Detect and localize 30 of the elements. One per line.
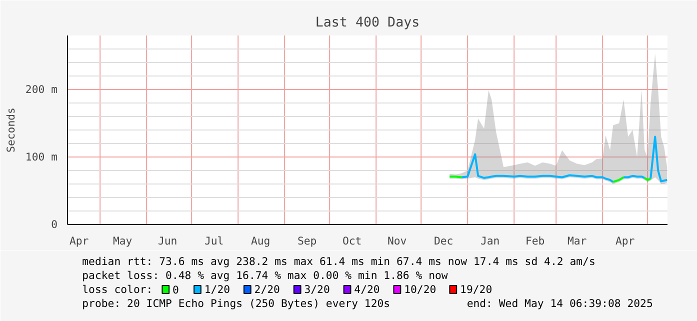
text: packet loss: 0.48 % avg 16.74 % max 0.00 % min 1.86 % now	[82, 269, 448, 282]
legend-label: 19/20	[460, 283, 492, 296]
text: probe: 20 ICMP Echo Pings (250 Bytes) every 120s	[82, 297, 390, 310]
text: median rtt: 73.6 ms avg 238.2 ms max 61.4 ms min 67.4 ms now 17.4 ms sd 4.2 am/s	[82, 255, 596, 268]
x-tick-label: Sep	[297, 234, 317, 248]
x-tick-label: Mar	[567, 234, 588, 248]
legend-title: loss color:	[82, 283, 153, 296]
y-axis-title: Seconds	[4, 108, 18, 152]
x-tick-label: Aug	[250, 234, 270, 248]
y-tick-label: 200 m	[25, 83, 58, 96]
x-tick-label: Jan	[480, 234, 500, 248]
x-tick-label: Feb	[525, 234, 545, 248]
x-tick-label: Apr	[69, 234, 90, 248]
y-tick-label: 0	[51, 218, 58, 231]
y-tick-label: 100 m	[25, 150, 58, 164]
x-tick-label: Apr	[615, 234, 636, 248]
x-tick-label: Oct	[342, 234, 362, 248]
x-tick-label: Dec	[434, 234, 454, 248]
x-tick-label: Jul	[204, 234, 224, 248]
legend-label: 10/20	[404, 283, 436, 296]
legend-label: 2/20	[254, 283, 280, 296]
chart-title: Last 400 Days	[315, 16, 420, 30]
x-tick-label: May	[112, 234, 132, 248]
legend-label: 4/20	[354, 283, 380, 296]
legend-label: 3/20	[304, 283, 330, 296]
text: end: Wed May 14 06:39:08 2025	[466, 297, 653, 310]
legend-label: 1/20	[204, 283, 230, 296]
legend-label: 0	[172, 284, 179, 296]
x-tick-label: Jun	[158, 234, 178, 248]
x-tick-label: Nov	[387, 234, 407, 248]
